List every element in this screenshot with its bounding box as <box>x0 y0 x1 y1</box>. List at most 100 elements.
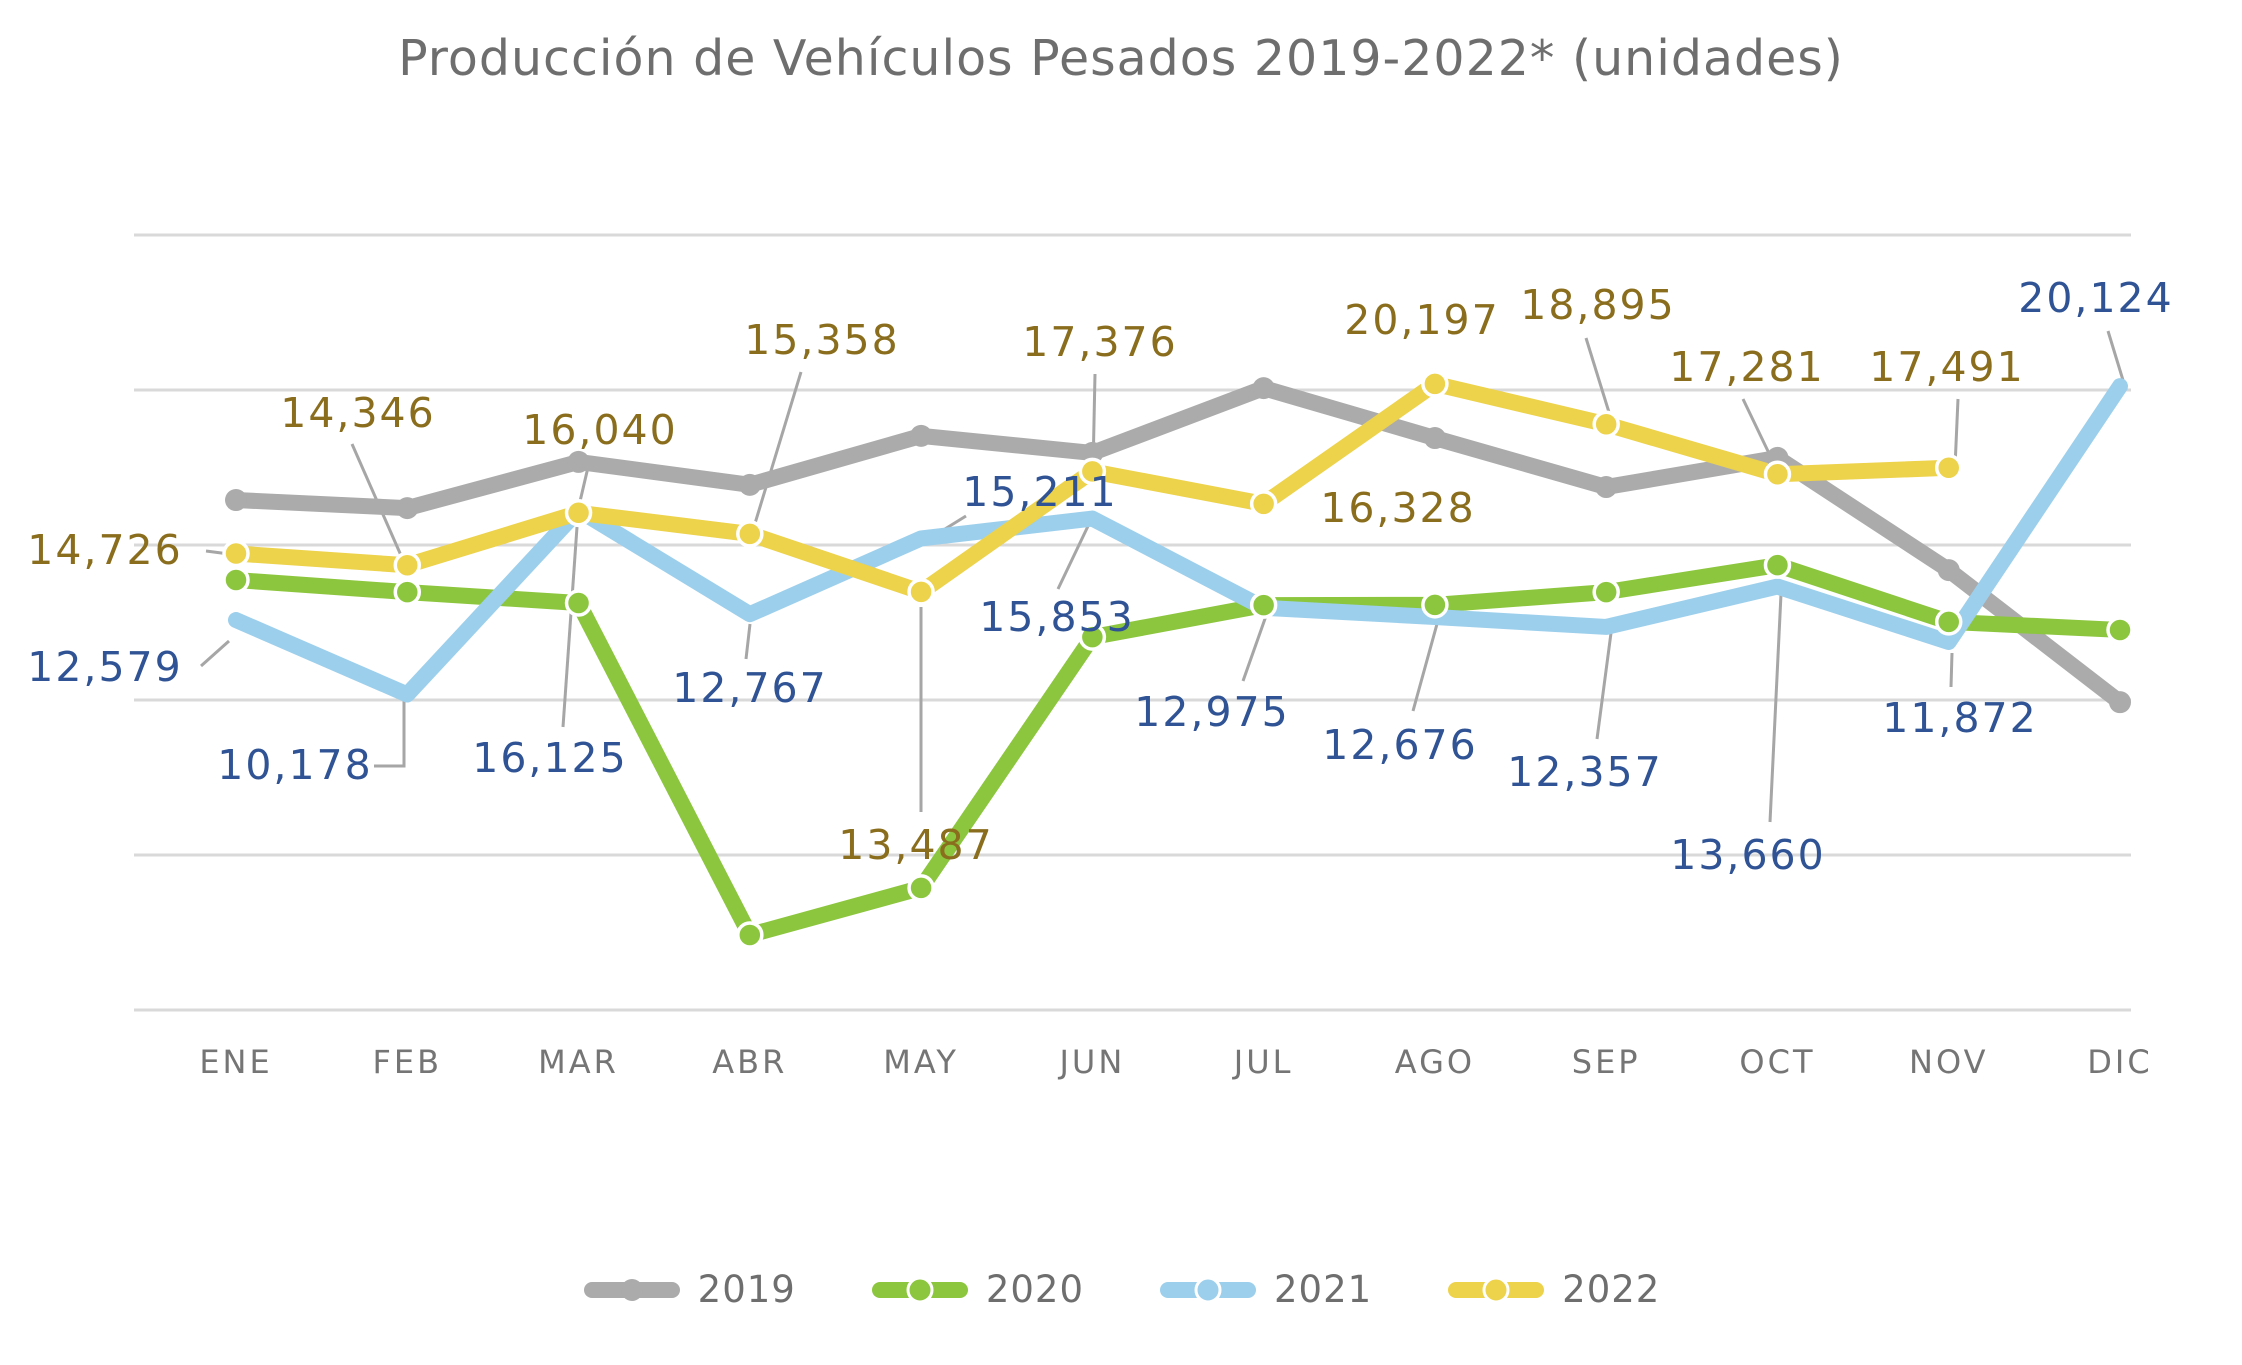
data-label-2022-FEB: 14,346 <box>280 389 435 437</box>
series-line-2021 <box>228 378 2128 703</box>
series-marker-2022 <box>1078 457 1107 486</box>
series-marker-2022 <box>907 578 935 606</box>
series-marker-2019 <box>567 450 590 473</box>
series-marker-2020 <box>2106 616 2134 644</box>
series-marker-2022 <box>1592 410 1620 439</box>
data-label-2021-JUL: 12,975 <box>1134 688 1289 736</box>
series-marker-2020 <box>907 874 935 902</box>
label-leader-line <box>1768 593 1783 823</box>
series-marker-2020 <box>1249 591 1278 619</box>
data-label-2022-SEP: 18,895 <box>1520 281 1675 329</box>
series-marker-2020 <box>1592 578 1620 606</box>
legend-marker-2022 <box>1448 1276 1545 1303</box>
chart-title: Producción de Vehículos Pesados 2019-202… <box>398 30 1844 87</box>
x-axis-label-ENE: ENE <box>199 1043 272 1081</box>
label-leader-line <box>1056 523 1091 590</box>
data-label-2022-MAR: 16,040 <box>522 406 677 454</box>
x-axis-label-MAY: MAY <box>883 1043 959 1081</box>
x-axis-label-SEP: SEP <box>1572 1043 1641 1081</box>
data-label-2022-OCT: 17,281 <box>1669 343 1824 391</box>
data-label-2021-SEP: 12,357 <box>1507 748 1662 796</box>
series-marker-2019 <box>1423 427 1446 450</box>
x-axis-label-NOV: NOV <box>1909 1043 1988 1081</box>
data-label-2021-OCT: 13,660 <box>1670 831 1825 879</box>
series-marker-2022 <box>564 499 593 527</box>
series-marker-2022 <box>736 520 764 548</box>
data-label-2021-JUN: 15,853 <box>979 593 1134 641</box>
data-label-2022-JUN: 17,376 <box>1022 318 1177 366</box>
series-marker-2022 <box>1763 460 1792 489</box>
data-label-2021-MAR: 16,125 <box>472 734 627 782</box>
label-leader-line <box>1411 623 1439 712</box>
x-axis-label-OCT: OCT <box>1739 1043 1815 1081</box>
series-marker-2020 <box>222 566 250 594</box>
label-leader-line <box>744 623 752 660</box>
series-marker-2019 <box>1595 476 1618 499</box>
legend-label: 2020 <box>985 1268 1084 1311</box>
data-label-2021-ABR: 12,767 <box>672 664 827 712</box>
data-label-2021-DIC: 20,124 <box>2018 274 2173 322</box>
x-axis-label-ABR: ABR <box>712 1043 787 1081</box>
series-marker-2020 <box>393 578 422 606</box>
series-marker-2020 <box>564 589 593 617</box>
label-leader-line <box>200 639 230 668</box>
legend-item-2020: 2020 <box>870 1268 1084 1311</box>
series-marker-2020 <box>1078 623 1107 651</box>
x-axis-label-JUN: JUN <box>1057 1043 1125 1081</box>
x-axis-label-AGO: AGO <box>1395 1043 1475 1081</box>
legend-label: 2019 <box>697 1268 796 1311</box>
label-leader-line <box>374 700 406 768</box>
series-marker-2020 <box>736 921 764 949</box>
data-label-2021-NOV: 11,872 <box>1882 694 2037 742</box>
x-axis-label-MAR: MAR <box>538 1043 619 1081</box>
legend-marker-2020 <box>871 1276 968 1303</box>
data-label-2022-AGO: 20,197 <box>1344 296 1499 344</box>
series-marker-2022 <box>1421 370 1449 398</box>
data-label-2022-JUL: 16,328 <box>1320 484 1475 532</box>
legend-marker-2019 <box>583 1278 680 1301</box>
label-leader-line <box>1949 652 1954 688</box>
label-leader-line <box>561 526 579 728</box>
series-marker-2019 <box>1081 441 1104 464</box>
legend-label: 2022 <box>1562 1268 1661 1311</box>
legend-item-2022: 2022 <box>1446 1268 1660 1311</box>
data-label-2022-MAY: 13,487 <box>838 821 993 869</box>
series-marker-2019 <box>225 489 247 512</box>
legend: 2019 2020 2021 2022 <box>0 1268 2242 1311</box>
series-marker-2019 <box>910 424 933 447</box>
data-label-2022-NOV: 17,491 <box>1869 343 2024 391</box>
data-label-2022-ABR: 15,358 <box>744 316 899 364</box>
series-marker-2022 <box>1249 490 1278 518</box>
series-marker-2019 <box>2109 691 2131 714</box>
label-leader-line <box>1953 398 1960 468</box>
series-marker-2019 <box>396 497 419 520</box>
data-label-2022-ENE: 14,726 <box>27 526 182 574</box>
series-marker-2022 <box>222 539 250 568</box>
series-marker-2022 <box>1934 454 1963 482</box>
label-leader-line <box>1595 632 1613 740</box>
data-label-2021-ENE: 12,579 <box>27 643 182 691</box>
label-leader-line <box>1241 615 1268 682</box>
x-axis-label-FEB: FEB <box>372 1043 442 1081</box>
x-axis-label-DIC: DIC <box>2087 1043 2152 1081</box>
data-label-2021-AGO: 12,676 <box>1322 721 1477 769</box>
legend-item-2019: 2019 <box>582 1268 796 1311</box>
series-marker-2019 <box>1937 559 1960 582</box>
series-marker-2022 <box>393 551 422 580</box>
label-leader-line <box>1584 337 1614 423</box>
series-marker-2020 <box>1421 591 1449 619</box>
data-label-2021-FEB: 10,178 <box>217 741 372 789</box>
legend-label: 2021 <box>1274 1268 1373 1311</box>
data-label-2021-MAY: 15,211 <box>962 468 1117 516</box>
label-leader-line <box>751 371 803 531</box>
series-marker-2020 <box>1934 608 1963 636</box>
series-line-2020 <box>228 557 2128 943</box>
legend-item-2021: 2021 <box>1158 1268 1372 1311</box>
series-marker-2020 <box>1763 551 1792 579</box>
legend-marker-2021 <box>1160 1276 1256 1303</box>
series-marker-2019 <box>738 473 761 496</box>
series-marker-2019 <box>1252 377 1275 400</box>
x-axis-label-JUL: JUL <box>1232 1043 1294 1081</box>
